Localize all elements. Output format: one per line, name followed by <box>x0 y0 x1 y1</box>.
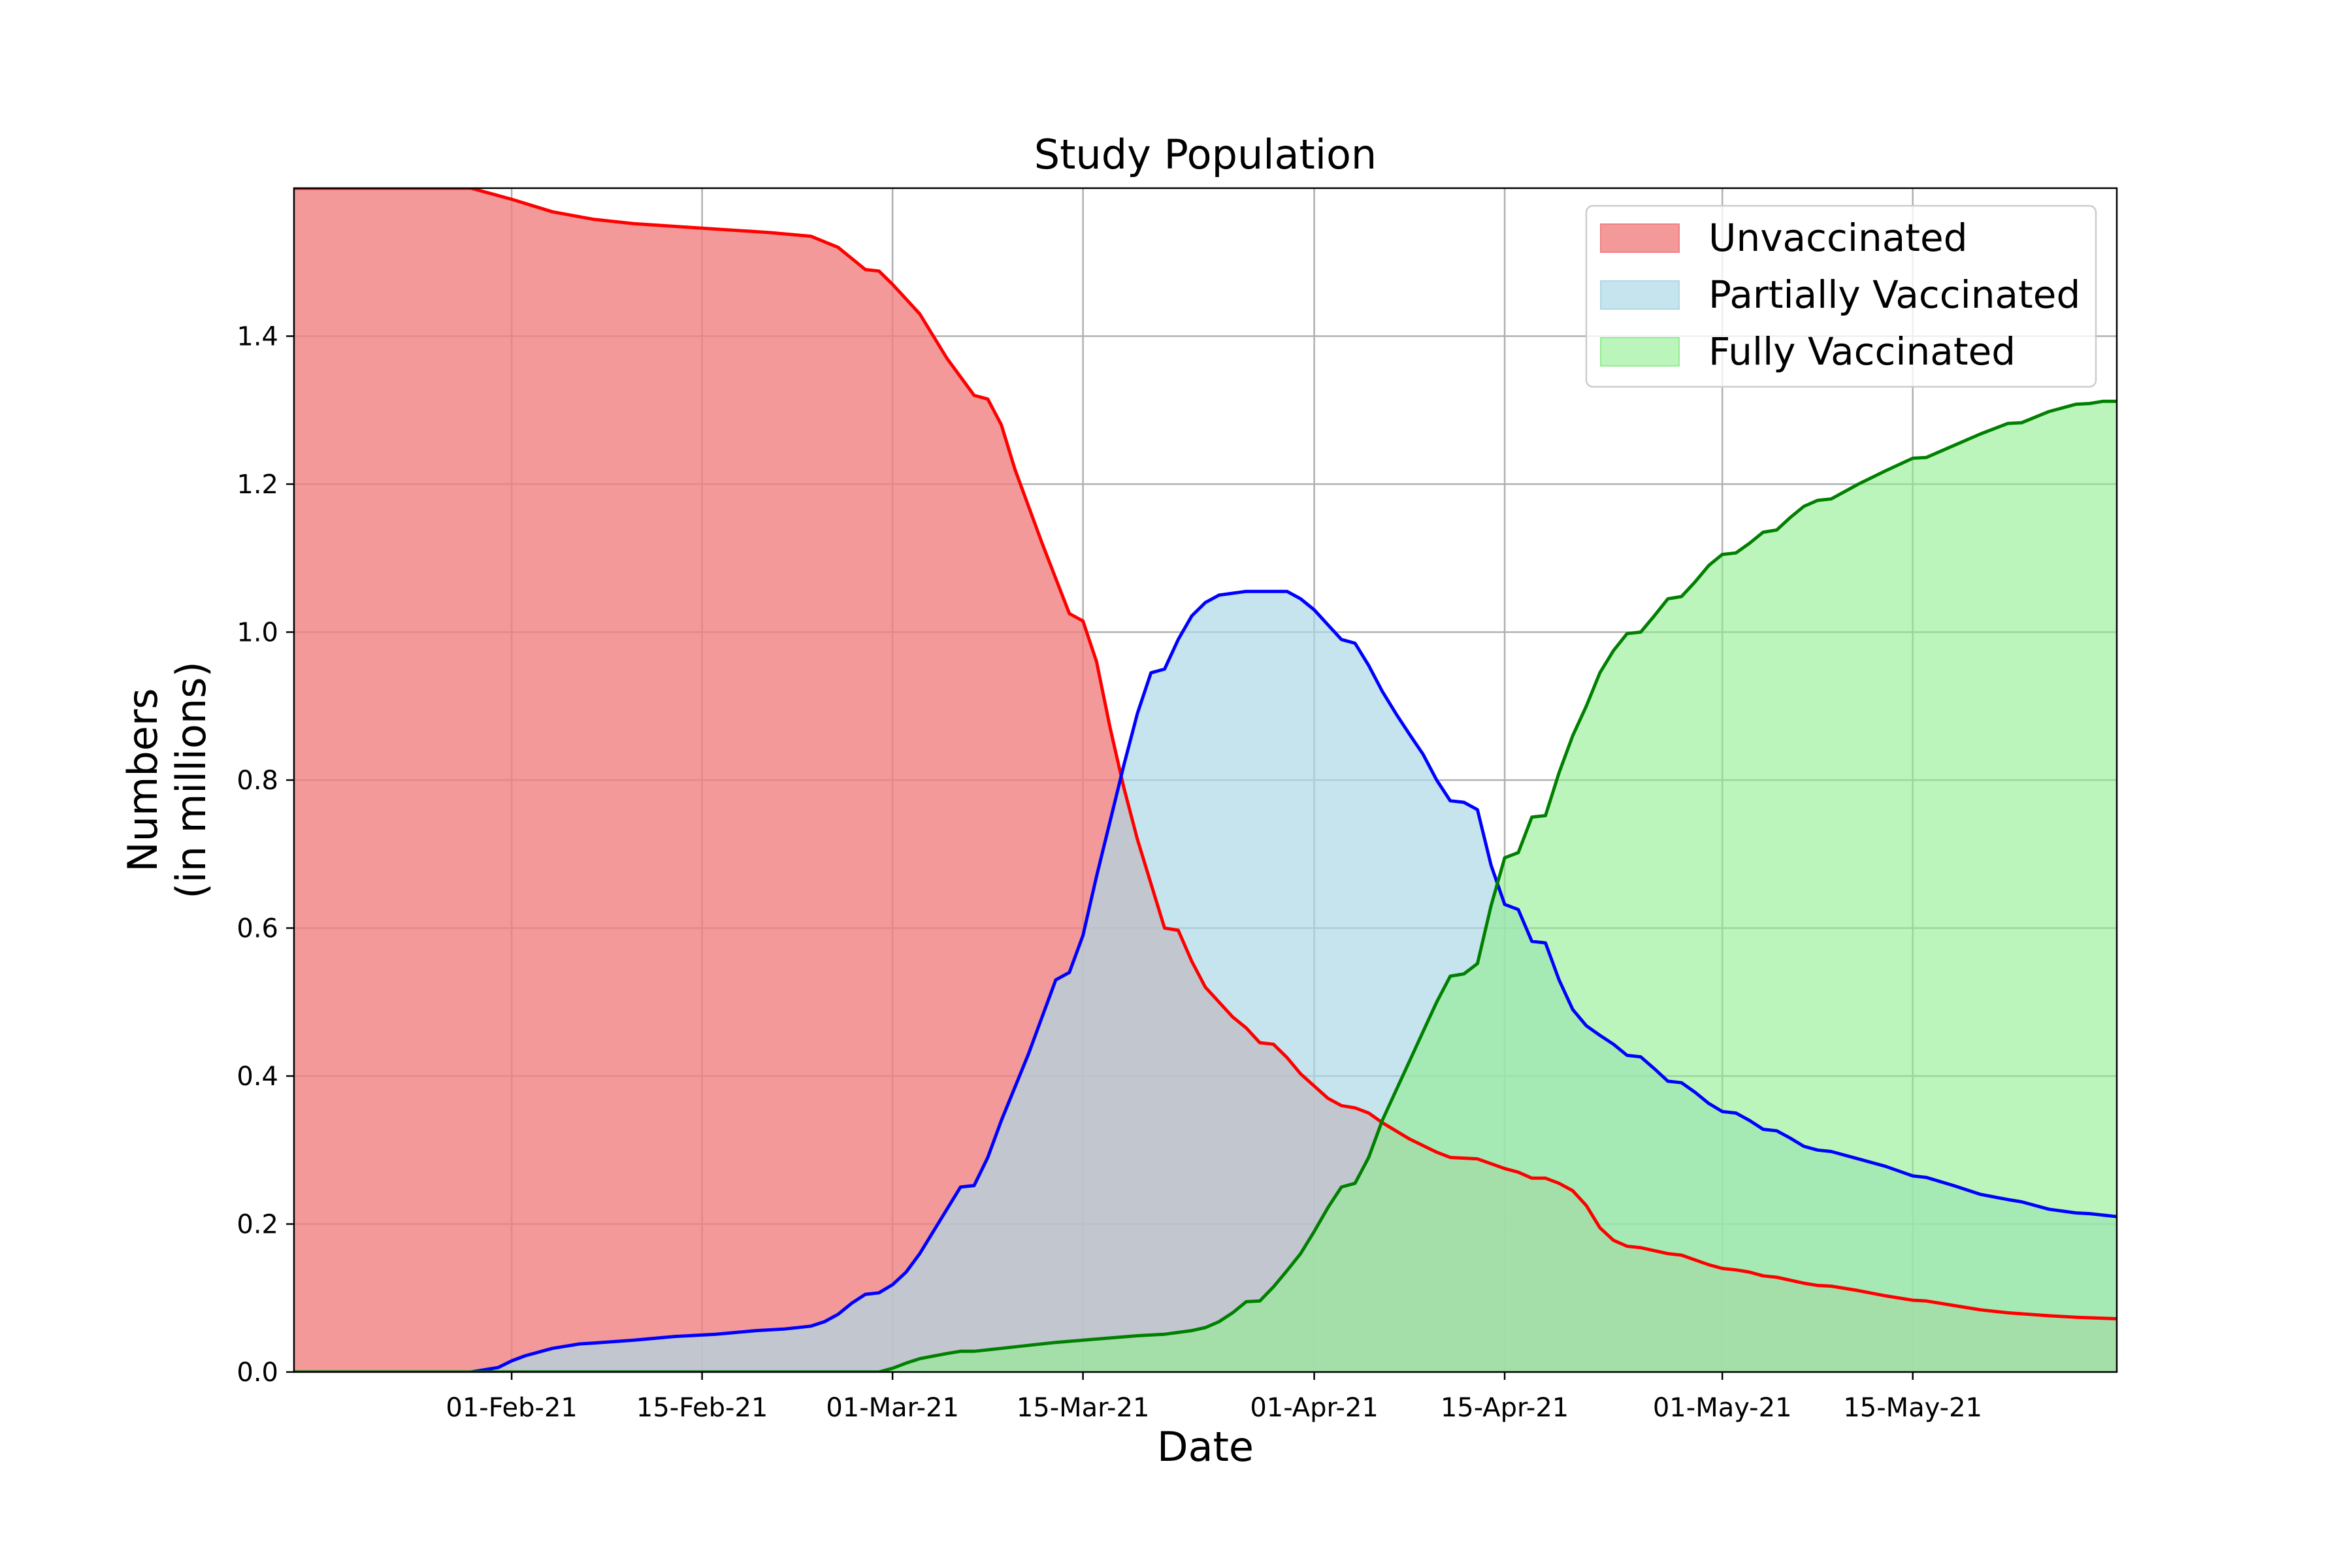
x-tick-label: 15-Feb-21 <box>636 1393 768 1423</box>
legend-label-unvaccinated: Unvaccinated <box>1708 216 1968 260</box>
legend-box <box>1585 204 2097 388</box>
y-tick-label: 0.0 <box>237 1358 278 1388</box>
x-tick-label: 01-May-21 <box>1653 1393 1792 1423</box>
chart-title: Study Population <box>1034 131 1377 178</box>
series-lines <box>294 188 2117 1372</box>
area-unvaccinated <box>294 188 2117 1372</box>
legend: Unvaccinated Partially Vaccinated Fully … <box>1585 204 2097 388</box>
legend-label-partially-vaccinated: Partially Vaccinated <box>1708 272 2080 317</box>
y-axis-label: Numbers <box>119 688 167 872</box>
x-tick-label: 01-Feb-21 <box>446 1393 577 1423</box>
legend-swatch-fully-vaccinated <box>1600 337 1680 367</box>
x-tick-label: 15-Mar-21 <box>1017 1393 1150 1423</box>
line-unvaccinated <box>294 188 2117 1320</box>
line-fully-vaccinated <box>294 399 2117 1372</box>
area-fills <box>294 188 2117 1372</box>
x-tick-label: 15-Apr-21 <box>1441 1393 1569 1423</box>
x-tick-label: 15-May-21 <box>1843 1393 1982 1423</box>
y-axis-label-subtitle: (in millions) <box>167 661 215 898</box>
x-axis-ticks: 01-Feb-21 15-Feb-21 01-Mar-21 15-Mar-21 01-A… <box>446 1372 1982 1423</box>
area-fully-vaccinated <box>294 401 2117 1372</box>
y-tick-label: 1.2 <box>237 470 278 500</box>
x-tick-label: 01-Apr-21 <box>1250 1393 1378 1423</box>
legend-label-fully-vaccinated: Fully Vaccinated <box>1708 329 2016 374</box>
y-tick-label: 1.4 <box>237 322 278 352</box>
legend-swatch-partially-vaccinated <box>1600 280 1680 310</box>
y-axis-ticks: 0.0 0.2 0.4 0.6 0.8 1.0 1.2 1.4 <box>237 322 294 1388</box>
x-axis-label: Date <box>1157 1423 1254 1471</box>
line-partially-vaccinated <box>294 589 2117 1372</box>
legend-swatch-unvaccinated <box>1600 223 1680 253</box>
y-tick-label: 0.2 <box>237 1210 278 1240</box>
y-axis-label-group: Numbers (in millions) <box>119 661 215 898</box>
y-tick-label: 1.0 <box>237 618 278 648</box>
y-tick-label: 0.4 <box>237 1062 278 1092</box>
x-tick-label: 01-Mar-21 <box>826 1393 959 1423</box>
y-tick-label: 0.6 <box>237 914 278 944</box>
y-tick-label: 0.8 <box>237 766 278 796</box>
